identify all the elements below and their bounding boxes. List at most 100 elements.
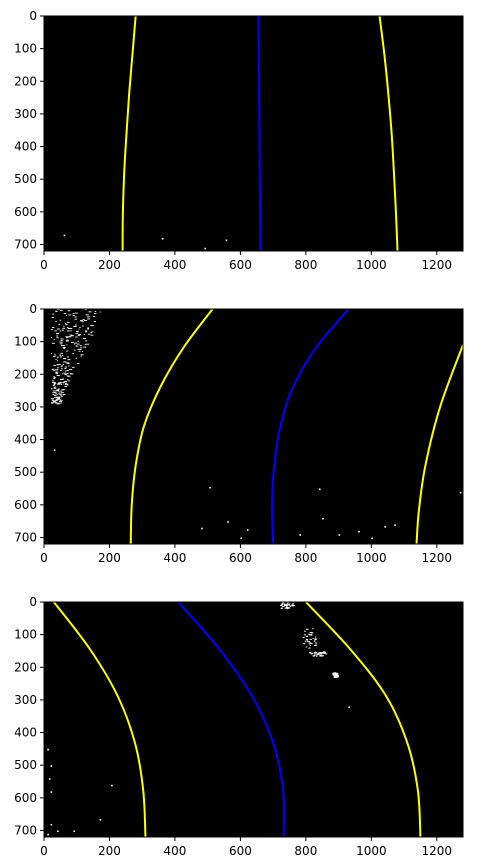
y-tick-label: 600 bbox=[14, 498, 37, 512]
noise-pixel bbox=[69, 369, 73, 370]
x-tick-label: 200 bbox=[98, 551, 121, 565]
noise-pixel bbox=[57, 398, 60, 400]
stray-pixel bbox=[371, 537, 373, 540]
noise-pixel bbox=[64, 386, 67, 387]
noise-pixel bbox=[51, 399, 54, 401]
noise-pixel bbox=[55, 372, 58, 374]
noise-pixel bbox=[61, 355, 64, 357]
noise-pixel bbox=[82, 319, 85, 321]
blob-pixel bbox=[314, 652, 317, 654]
blob-pixel bbox=[284, 604, 287, 606]
noise-pixel bbox=[87, 327, 90, 329]
noise-pixel bbox=[67, 380, 70, 382]
noise-pixel bbox=[64, 383, 67, 385]
noise-pixel bbox=[94, 313, 97, 315]
noise-pixel bbox=[58, 399, 61, 401]
noise-pixel bbox=[59, 319, 62, 321]
blob-pixel bbox=[308, 647, 311, 649]
noise-pixel bbox=[57, 388, 60, 390]
blob-pixel bbox=[323, 652, 326, 654]
blob-pixel bbox=[313, 654, 317, 656]
x-tick-label: 0 bbox=[40, 551, 48, 565]
noise-pixel bbox=[55, 310, 57, 312]
noise-pixel bbox=[80, 354, 84, 356]
noise-pixel bbox=[69, 334, 73, 336]
noise-pixel bbox=[53, 339, 56, 341]
blob-pixel bbox=[319, 655, 321, 657]
noise-pixel bbox=[54, 395, 57, 396]
y-tick-label: 500 bbox=[14, 172, 37, 186]
noise-pixel bbox=[66, 337, 68, 339]
noise-pixel bbox=[66, 383, 69, 385]
axes-frame bbox=[43, 601, 464, 838]
stray-pixel bbox=[299, 534, 301, 536]
stray-pixel bbox=[201, 527, 203, 530]
x-tick-label: 200 bbox=[98, 258, 121, 272]
noise-pixel bbox=[80, 319, 83, 321]
noise-pixel bbox=[55, 397, 58, 399]
noise-pixel bbox=[87, 318, 90, 320]
y-tick-label: 100 bbox=[14, 42, 37, 56]
noise-pixel bbox=[66, 321, 70, 323]
noise-pixel bbox=[70, 373, 74, 375]
x-tick-label: 600 bbox=[229, 551, 252, 565]
noise-pixel bbox=[67, 328, 71, 329]
noise-pixel bbox=[58, 393, 62, 395]
noise-pixel bbox=[53, 386, 57, 388]
noise-pixel bbox=[60, 389, 64, 391]
y-tick-label: 0 bbox=[29, 302, 37, 316]
noise-pixel bbox=[71, 342, 74, 343]
y-tick-label: 300 bbox=[14, 107, 37, 121]
blob-pixel bbox=[303, 643, 306, 645]
noise-pixel bbox=[54, 391, 57, 393]
noise-pixel bbox=[82, 350, 84, 352]
x-tick-label: 0 bbox=[40, 258, 48, 272]
noise-pixel bbox=[75, 333, 79, 335]
stray-pixel bbox=[53, 449, 56, 451]
noise-pixel bbox=[87, 333, 91, 335]
noise-pixel bbox=[52, 390, 56, 392]
y-tick-label: 600 bbox=[14, 205, 37, 219]
x-tick-label: 200 bbox=[98, 844, 121, 858]
blob-pixel bbox=[283, 605, 286, 607]
x-tick-label: 800 bbox=[294, 258, 317, 272]
y-tick-label: 400 bbox=[14, 726, 37, 740]
blob-pixel bbox=[313, 640, 316, 642]
blob-pixel bbox=[315, 651, 318, 653]
noise-pixel bbox=[88, 311, 92, 313]
blob-pixel bbox=[325, 653, 328, 655]
noise-pixel bbox=[71, 366, 75, 368]
noise-pixel bbox=[74, 318, 77, 320]
blob-pixel bbox=[289, 605, 292, 607]
y-tick-label: 200 bbox=[14, 74, 37, 88]
blob-pixel bbox=[314, 636, 317, 638]
blob-pixel bbox=[286, 607, 290, 609]
stray-pixel bbox=[99, 819, 102, 821]
noise-pixel bbox=[55, 396, 57, 398]
stray-pixel bbox=[227, 521, 229, 523]
stray-pixel bbox=[111, 784, 113, 787]
noise-pixel bbox=[53, 384, 56, 386]
lane-line-3 bbox=[415, 344, 463, 544]
noise-pixel bbox=[65, 324, 68, 326]
noise-pixel bbox=[60, 391, 62, 393]
noise-pixel bbox=[66, 350, 69, 352]
noise-pixel bbox=[55, 359, 57, 360]
noise-pixel bbox=[56, 335, 58, 337]
blob-pixel bbox=[286, 605, 288, 607]
lane-line-2 bbox=[177, 602, 285, 837]
noise-pixel bbox=[58, 391, 61, 393]
noise-pixel bbox=[59, 310, 63, 312]
noise-pixel bbox=[66, 372, 69, 374]
blob-pixel bbox=[336, 673, 339, 675]
noise-pixel bbox=[59, 343, 63, 345]
stray-pixel bbox=[204, 247, 206, 250]
noise-pixel bbox=[59, 341, 63, 343]
chart-panel-3: 0 200 400 600 800 1000 1200 0 100 200 300 400 500 600… bbox=[14, 595, 464, 858]
noise-pixel bbox=[60, 399, 63, 401]
noise-pixel bbox=[58, 363, 61, 365]
x-tick-label: 1000 bbox=[356, 258, 387, 272]
stray-pixel bbox=[394, 524, 396, 527]
plot-background bbox=[44, 602, 463, 837]
